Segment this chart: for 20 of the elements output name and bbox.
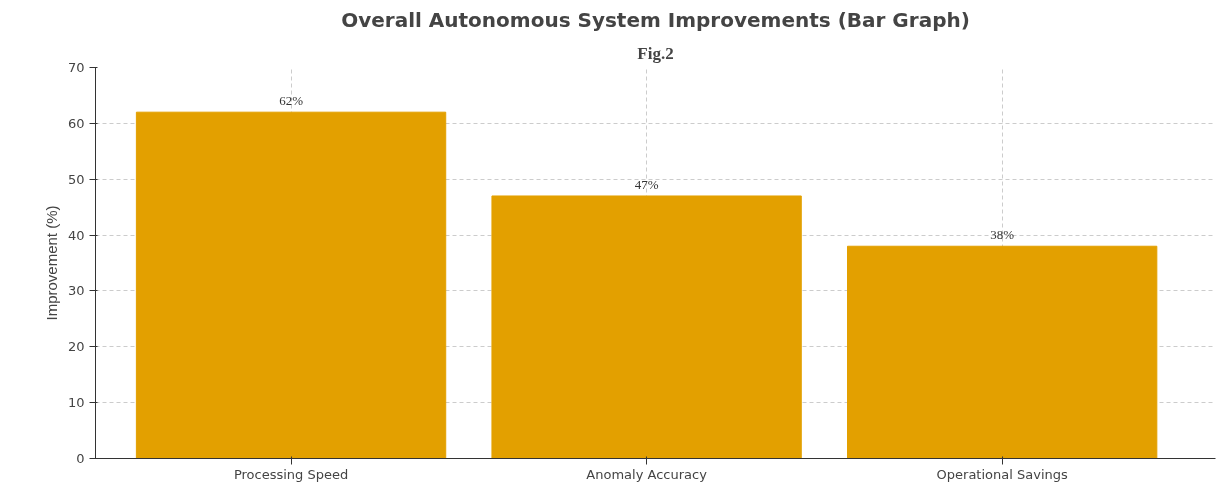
bar bbox=[847, 245, 1158, 459]
bar bbox=[491, 195, 802, 459]
data-label: 62% bbox=[279, 93, 304, 109]
y-tick-label: 0 bbox=[76, 451, 85, 466]
y-tick-label: 10 bbox=[67, 395, 85, 411]
y-tick-label: 70 bbox=[67, 60, 85, 75]
chart-title: Fig.2 bbox=[637, 43, 674, 63]
y-tick-label: 60 bbox=[67, 115, 85, 131]
y-tick-label: 40 bbox=[67, 227, 85, 243]
bar bbox=[135, 111, 447, 459]
x-tick-label: Operational Savings bbox=[936, 466, 1068, 482]
y-tick-label: 30 bbox=[67, 283, 85, 299]
y-tick-label: 20 bbox=[67, 339, 85, 355]
x-tick-label: Anomaly Accuracy bbox=[586, 466, 708, 482]
y-axis-title: Improvement (%) bbox=[42, 205, 60, 321]
data-label: 38% bbox=[990, 227, 1015, 243]
chart-subtitle: Overall Autonomous System Improvements (Bar Graph) bbox=[341, 7, 970, 32]
y-tick-label: 50 bbox=[67, 171, 85, 187]
x-tick-label: Processing Speed bbox=[233, 466, 349, 482]
data-label: 47% bbox=[634, 176, 659, 192]
